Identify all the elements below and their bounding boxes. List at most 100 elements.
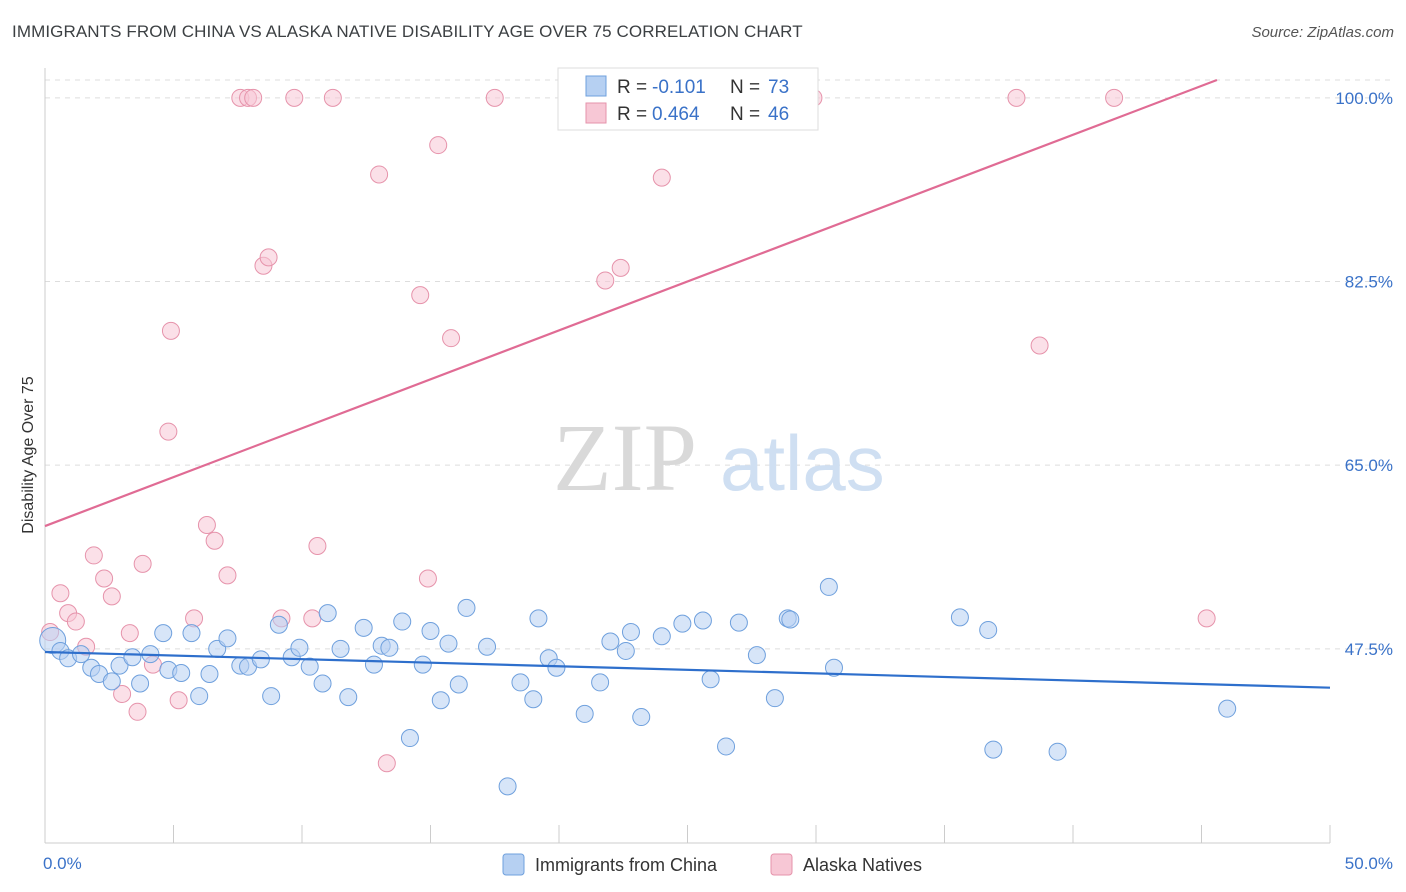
alaska-natives-point — [161, 321, 180, 340]
alaska-natives-point — [169, 691, 188, 710]
alaska-natives-point — [1105, 88, 1124, 107]
legend-swatch-blue — [585, 75, 607, 97]
immigrants-from-china-point — [717, 737, 736, 756]
correlation-legend: R = -0.101 N = 73 R = 0.464 N = 46 — [557, 67, 819, 131]
immigrants-from-china-point — [182, 624, 201, 643]
y-tick-label: 82.5% — [1345, 273, 1393, 292]
alaska-natives-point — [66, 612, 85, 631]
axes — [44, 68, 1331, 844]
bottom-legend-label-pink: Alaska Natives — [803, 855, 922, 875]
alaska-natives-point — [285, 88, 304, 107]
immigrants-from-china-point — [673, 614, 692, 633]
immigrants-from-china-point — [190, 687, 209, 706]
immigrants-from-china-point — [729, 613, 748, 632]
alaska-natives-point — [308, 536, 327, 555]
immigrants-from-china-point — [616, 641, 635, 660]
alaska-natives-point — [259, 248, 278, 267]
immigrants-from-china-point — [478, 637, 497, 656]
y-tick-label: 65.0% — [1345, 456, 1393, 475]
y-axis-title: Disability Age Over 75 — [20, 376, 37, 534]
alaska-natives-point — [485, 88, 504, 107]
series-legend: Immigrants from China Alaska Natives — [502, 853, 922, 876]
y-tick-labels: 47.5% 65.0% 82.5% 100.0% — [1335, 89, 1393, 659]
immigrants-from-china-trendline — [44, 650, 1331, 689]
immigrants-from-china-point — [652, 627, 671, 646]
immigrants-from-china-point — [331, 639, 350, 658]
immigrants-from-china-point — [824, 658, 843, 677]
immigrants-from-china-point — [693, 611, 712, 630]
series-immigrants-from-china — [39, 577, 1237, 796]
immigrants-from-china-point — [524, 690, 543, 709]
alaska-natives-point — [429, 136, 448, 155]
immigrants-from-china-point — [413, 655, 432, 674]
immigrants-from-china-point — [439, 634, 458, 653]
immigrants-from-china-point — [819, 577, 838, 596]
immigrants-from-china-point — [498, 777, 517, 796]
alaska-natives-point — [244, 88, 263, 107]
alaska-natives-point — [596, 271, 615, 290]
alaska-natives-point — [51, 584, 70, 603]
immigrants-from-china-point — [110, 656, 129, 675]
watermark-atlas: atlas — [720, 419, 885, 507]
immigrants-from-china-point — [421, 621, 440, 640]
y-tick-label: 100.0% — [1335, 89, 1393, 108]
immigrants-from-china-point — [400, 729, 419, 748]
watermark-zip: ZIP — [553, 404, 697, 511]
immigrants-from-china-point — [300, 657, 319, 676]
immigrants-from-china-point — [431, 691, 450, 710]
immigrants-from-china-point — [354, 618, 373, 637]
immigrants-from-china-point — [251, 650, 270, 669]
alaska-natives-point — [418, 569, 437, 588]
x-tick-label-max: 50.0% — [1345, 854, 1393, 873]
alaska-natives-point — [128, 702, 147, 721]
trend-lines — [44, 78, 1331, 689]
immigrants-from-china-point — [781, 610, 800, 629]
immigrants-from-china-point — [200, 665, 219, 684]
alaska-natives-point — [377, 754, 396, 773]
chart-title: IMMIGRANTS FROM CHINA VS ALASKA NATIVE D… — [12, 22, 803, 41]
alaska-natives-point — [303, 609, 322, 628]
legend-n-value-blue: 73 — [768, 77, 789, 98]
immigrants-from-china-point — [765, 689, 784, 708]
immigrants-from-china-point — [747, 646, 766, 665]
immigrants-from-china-point — [318, 604, 337, 623]
x-tick-labels: 0.0% 50.0% — [43, 854, 1393, 873]
alaska-natives-point — [133, 554, 152, 573]
alaska-natives-point — [205, 531, 224, 550]
immigrants-from-china-point — [984, 740, 1003, 759]
immigrants-from-china-point — [364, 655, 383, 674]
alaska-natives-point — [113, 684, 132, 703]
alaska-natives-point — [120, 624, 139, 643]
alaska-natives-point — [218, 566, 237, 585]
immigrants-from-china-point — [102, 672, 121, 691]
immigrants-from-china-point — [269, 615, 288, 634]
alaska-natives-point — [1007, 88, 1026, 107]
immigrants-from-china-point — [547, 658, 566, 677]
alaska-natives-point — [102, 587, 121, 606]
immigrants-from-china-point — [172, 663, 191, 682]
immigrants-from-china-point — [632, 708, 651, 727]
alaska-natives-point — [323, 88, 342, 107]
alaska-natives-point — [442, 329, 461, 348]
immigrants-from-china-point — [380, 638, 399, 657]
immigrants-from-china-point — [1048, 742, 1067, 761]
alaska-natives-point — [95, 569, 114, 588]
x-tick-label-min: 0.0% — [43, 854, 82, 873]
immigrants-from-china-point — [591, 673, 610, 692]
alaska-natives-point — [185, 609, 204, 628]
bottom-legend-swatch-blue — [502, 853, 525, 876]
bottom-legend-label-blue: Immigrants from China — [535, 855, 718, 875]
immigrants-from-china-point — [290, 638, 309, 657]
y-tick-label: 47.5% — [1345, 640, 1393, 659]
immigrants-from-china-point — [393, 612, 412, 631]
alaska-natives-point — [370, 165, 389, 184]
immigrants-from-china-point — [339, 688, 358, 707]
legend-r-value-blue: -0.101 — [652, 77, 706, 98]
gridlines — [45, 79, 1395, 650]
immigrants-from-china-point — [1218, 699, 1237, 718]
legend-r-label: R = — [617, 104, 647, 125]
legend-n-label: N = — [730, 77, 760, 98]
immigrants-from-china-point — [701, 670, 720, 689]
immigrants-from-china-point — [218, 629, 237, 648]
